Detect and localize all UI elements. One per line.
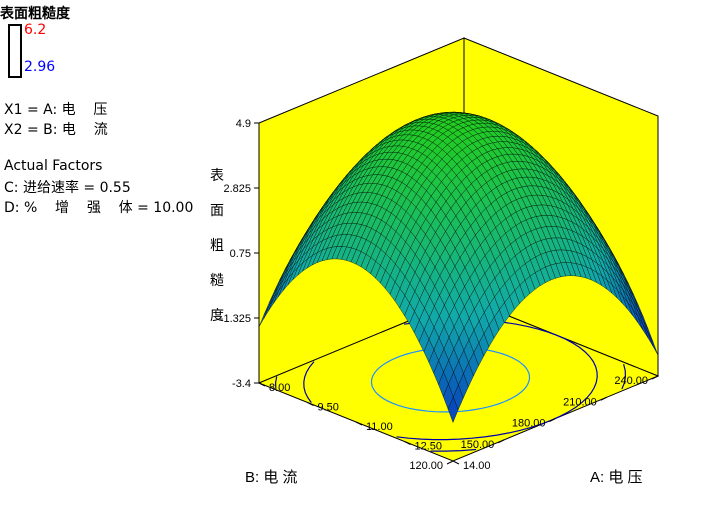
y-tick-label: 120.00 [409,460,443,472]
x-tick-label: 14.00 [463,460,491,472]
y-tick [600,396,607,401]
axis-labels: 4.9 2.825 0.75 -1.325 -3.4 表面粗糙度 8.00 9.50 11.00… [210,118,648,486]
legend-min-label: 2.96 [24,59,56,75]
z-axis-label-char: 面 [210,202,224,218]
z-tick-label: 0.75 [230,248,251,260]
x-tick [355,421,363,426]
factor-x1: X1 = A: 电 压 [4,102,108,118]
contour-line-0 [370,346,531,413]
factor-d: D: % 增 强 体 = 10.00 [4,200,194,216]
legend-title: 表面粗糙度 [0,6,70,22]
color-scale-bar [8,24,22,78]
response-surface [258,111,659,423]
y-tick [549,418,556,422]
z-axis-label-char: 糙 [210,272,224,288]
x-tick [307,402,314,406]
factor-c: C: 进给速率 = 0.55 [4,180,131,196]
actual-factors-heading: Actual Factors [4,158,103,174]
z-axis-label-char: 表 [210,167,224,183]
x-tick [258,382,266,387]
factor-x2: X2 = B: 电 流 [4,122,108,138]
y-tick [446,460,454,465]
x-tick-label: 11.00 [366,421,393,433]
y-tick-label: 210.00 [563,396,597,408]
y-tick [651,375,659,380]
axis-ticks [254,122,659,465]
y-tick-label: 150.00 [461,439,495,451]
x-tick [452,460,460,465]
legend-panel: 表面粗糙度 6.2 2.96 X1 = A: 电 压 X2 = B: 电 流 A… [0,0,200,230]
surface-cell [447,396,459,423]
z-tick-label: -3.4 [232,378,251,390]
y-axis-title: B: 电 流 [245,469,298,486]
z-tick-label: 2.825 [223,183,251,195]
z-axis-label-char: 度 [210,307,224,323]
x-axis-title: A: 电 压 [590,469,643,486]
x-tick [404,441,411,445]
contour-lines [274,307,627,452]
x-tick-label: 9.50 [318,402,339,414]
z-tick-label: 4.9 [236,118,251,130]
y-tick-label: 240.00 [614,375,648,387]
x-tick-label: 8.00 [269,382,290,394]
contour-line-2 [274,307,627,452]
y-tick [498,439,505,444]
y-tick-label: 180.00 [512,418,546,430]
x-tick-label: 12.50 [415,441,443,453]
z-tick-label: -1.325 [220,313,251,325]
legend-max-label: 6.2 [24,22,47,38]
z-axis-label-char: 粗 [210,237,224,253]
